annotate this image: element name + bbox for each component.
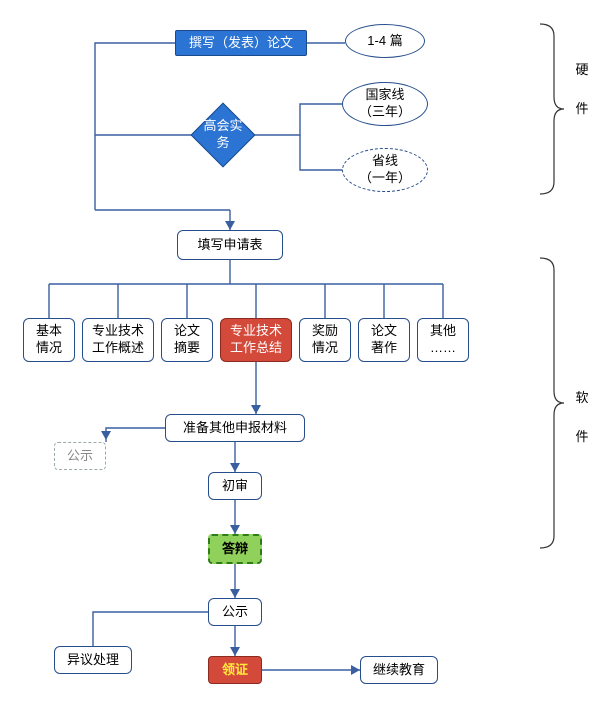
node-n_defend: 答辩 <box>208 534 262 564</box>
node-b3: 论文 摘要 <box>161 318 213 362</box>
node-n_apply: 填写申请表 <box>177 230 283 260</box>
side-label-hard: 硬 件 <box>572 50 592 128</box>
node-b6: 论文 著作 <box>358 318 410 362</box>
node-n_count: 1-4 篇 <box>345 24 425 58</box>
node-b4: 专业技术 工作总结 <box>220 318 292 362</box>
node-n_pub: 公示 <box>208 598 262 626</box>
node-n_edu: 继续教育 <box>360 656 438 684</box>
node-n_nat: 国家线 （三年） <box>342 82 428 126</box>
node-b7: 其他 …… <box>417 318 469 362</box>
node-n_write: 撰写（发表）论文 <box>175 30 307 56</box>
node-n_prep: 准备其他申报材料 <box>165 414 305 442</box>
node-n_obj: 异议处理 <box>54 646 132 674</box>
node-n_pub0: 公示 <box>54 442 106 470</box>
node-n_prov: 省线 （一年） <box>342 148 428 192</box>
side-label-soft: 软 件 <box>572 378 592 456</box>
node-b2: 专业技术 工作概述 <box>82 318 154 362</box>
node-n_cert: 领证 <box>208 656 262 684</box>
node-label: 高会实务 <box>201 118 245 152</box>
node-n_first: 初审 <box>208 472 262 500</box>
node-b5: 奖励 情况 <box>299 318 351 362</box>
node-b1: 基本 情况 <box>23 318 75 362</box>
